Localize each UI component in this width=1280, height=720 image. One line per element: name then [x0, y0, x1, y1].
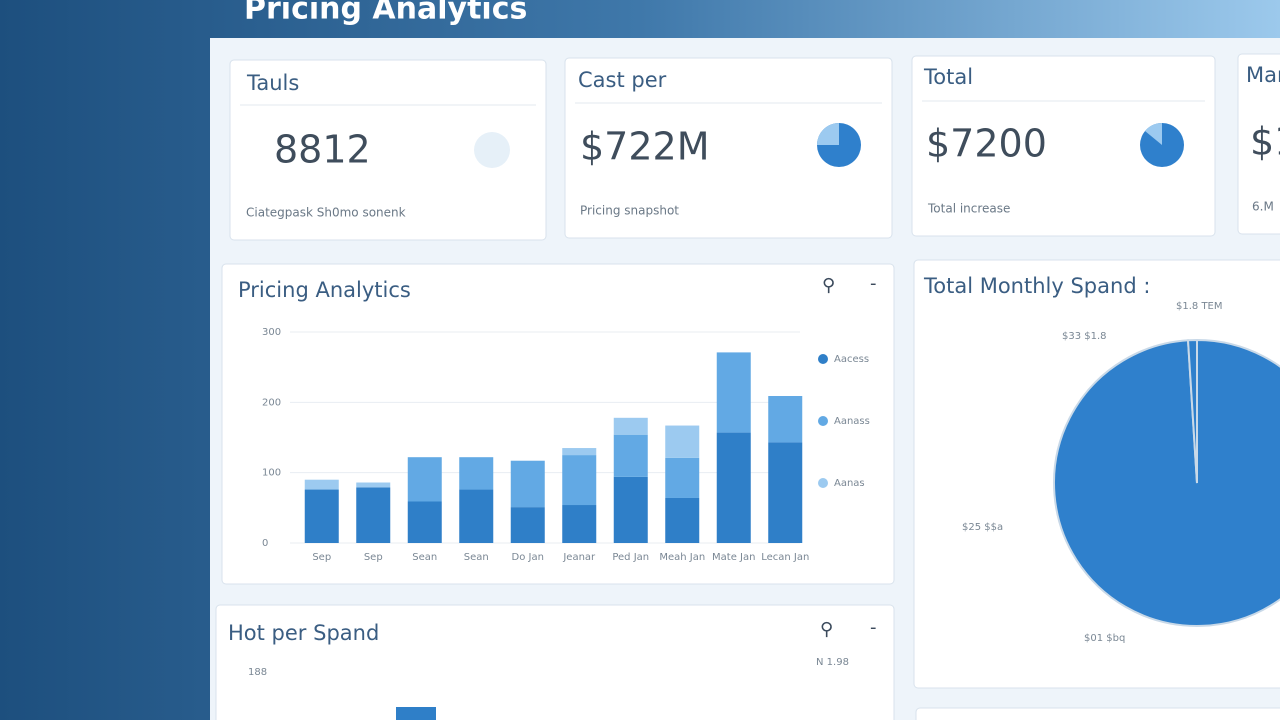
card-value: $1: [1250, 120, 1280, 164]
x-tick-label: Sean: [412, 552, 437, 563]
card-icon: [817, 123, 839, 145]
bar-segment: [407, 501, 442, 543]
bottom-bar: [396, 707, 436, 720]
bar-segment: [562, 448, 597, 456]
pie-slice: [1053, 338, 1280, 627]
bar-segment: [356, 482, 391, 488]
card-note: Ciategpask Sh0mo sonenk: [246, 206, 406, 220]
bar-segment: [562, 455, 597, 506]
bar-segment: [665, 457, 700, 498]
x-tick-label: Ped Jan: [612, 552, 649, 563]
y-tick-label: 0: [262, 538, 268, 549]
legend-label: Aanass: [834, 416, 870, 427]
card-value: $722M: [580, 125, 710, 169]
bar-segment: [356, 487, 391, 543]
x-tick-label: Sean: [464, 552, 489, 563]
pie-annotation: $25 $$a: [962, 522, 1003, 533]
legend-swatch: [818, 416, 828, 426]
bottom-tick-label: 188: [248, 667, 267, 678]
bar-segment: [665, 497, 700, 543]
bar-segment: [407, 457, 442, 502]
card-title: Tauls: [246, 71, 299, 95]
card-title: Cast per: [578, 68, 667, 92]
card-value: 8812: [274, 128, 371, 172]
card-note: Pricing snapshot: [580, 204, 679, 218]
x-tick-label: Sep: [364, 552, 383, 563]
x-tick-label: Lecan Jan: [761, 552, 809, 563]
pie-annotation: $33 $1.8: [1062, 331, 1107, 342]
bottom-note: N 1.98: [816, 657, 849, 668]
card-title: Total: [923, 65, 973, 89]
pie-annotation: $1.8 TEM: [1176, 301, 1223, 312]
x-tick-label: Sep: [312, 552, 331, 563]
bar-segment: [613, 476, 648, 543]
card: [1237, 53, 1280, 235]
bottom-panel-title: Hot per Spand: [228, 621, 379, 645]
x-tick-label: Do Jan: [512, 552, 544, 563]
x-tick-label: Mate Jan: [712, 552, 755, 563]
bar-segment: [459, 489, 494, 543]
bar-segment: [716, 352, 751, 433]
panel-icon[interactable]: ⚲: [822, 275, 835, 296]
bar-segment: [562, 505, 597, 543]
pie-slice: [1186, 338, 1198, 484]
bar-segment: [768, 442, 803, 543]
bar-segment: [716, 432, 751, 543]
panel: [915, 707, 1280, 720]
page-title: Pricing Analytics: [244, 0, 527, 27]
card-value: $7200: [926, 122, 1047, 166]
card-icon: [1145, 122, 1162, 145]
cards: Tauls Cast per Total Mar 8812 $722M $720…: [229, 53, 1280, 241]
legend-label: Aacess: [834, 354, 869, 365]
panel-menu[interactable]: -: [870, 273, 877, 294]
y-tick-label: 100: [262, 468, 281, 479]
bar-segment: [304, 489, 339, 543]
legend-swatch: [818, 478, 828, 488]
pie-chart-title: Total Monthly Spand :: [923, 274, 1150, 298]
card-icon: [474, 132, 510, 168]
x-tick-label: Meah Jan: [659, 552, 705, 563]
card-note: Total increase: [927, 202, 1010, 216]
bar-segment: [613, 417, 648, 435]
card-note: 6.M: [1252, 200, 1274, 214]
bar-segment: [613, 434, 648, 477]
legend-label: Aanas: [834, 478, 865, 489]
bar-segment: [304, 479, 339, 490]
bar-segment: [768, 396, 803, 443]
bar-segment: [510, 507, 545, 543]
panel-menu[interactable]: -: [870, 617, 877, 638]
bar-segment: [665, 425, 700, 458]
y-tick-label: 300: [262, 327, 281, 338]
bottom-panel: [215, 604, 895, 720]
card-title: Mar: [1246, 63, 1280, 87]
legend-swatch: [818, 354, 828, 364]
bar-chart-title: Pricing Analytics: [238, 278, 411, 302]
panel-icon[interactable]: ⚲: [820, 619, 833, 640]
x-tick-label: Jeanar: [562, 552, 596, 563]
bar-segment: [510, 460, 545, 508]
pie-annotation: $01 $bq: [1084, 633, 1125, 644]
y-tick-label: 200: [262, 397, 281, 408]
bar-segment: [459, 457, 494, 490]
